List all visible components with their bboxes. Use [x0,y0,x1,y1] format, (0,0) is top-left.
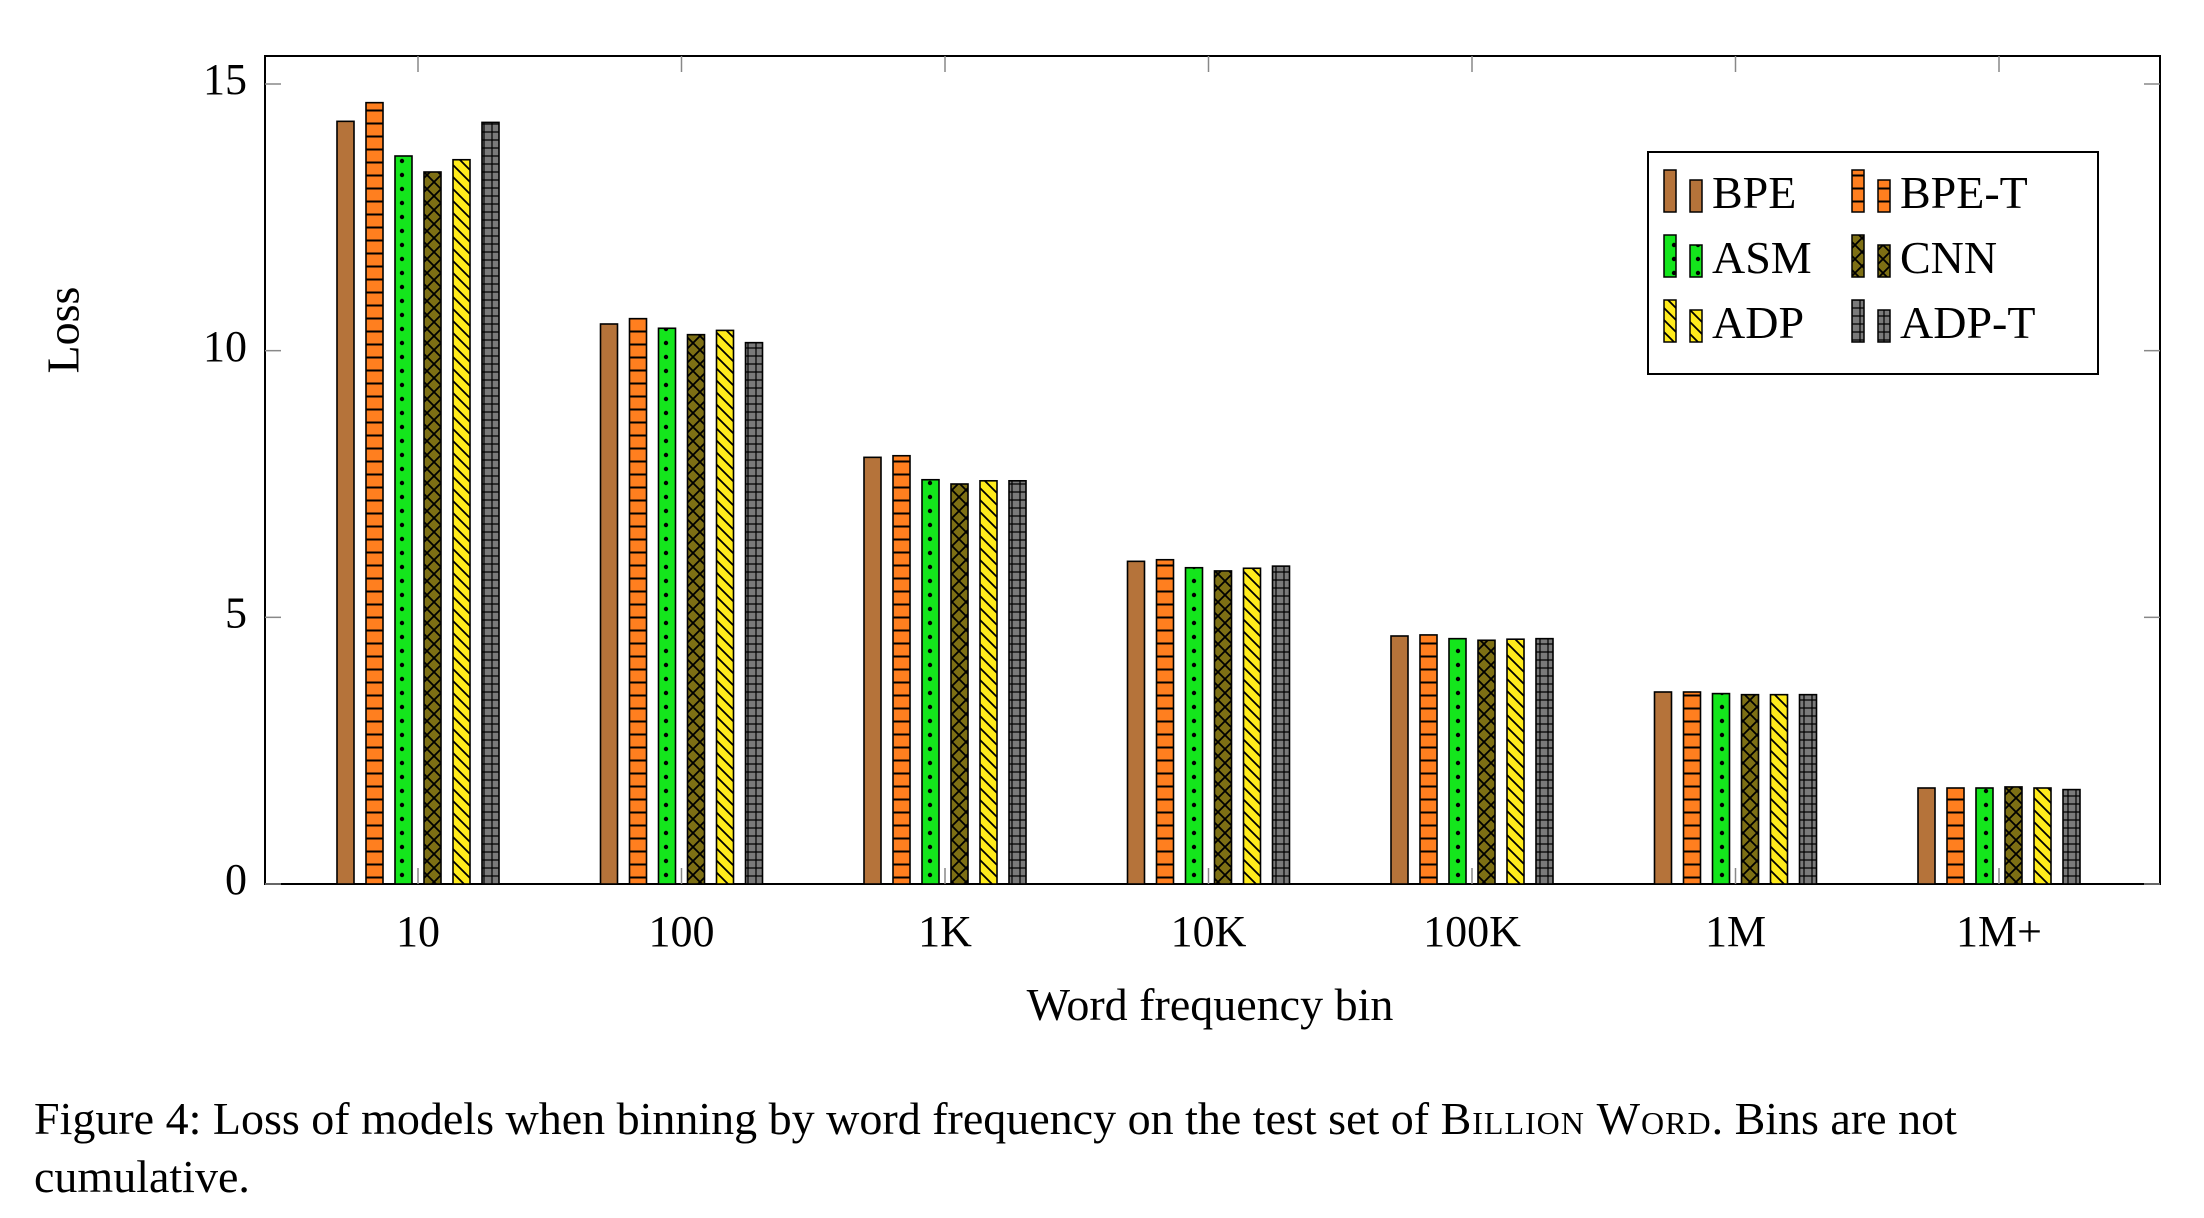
caption-prefix: Figure 4: Loss of models when binning by… [34,1093,1430,1144]
y-tick-label: 10 [203,322,247,371]
bar-bpe-10k [1126,560,1146,885]
bar-bpe-t-10 [365,101,384,885]
bar-adp-t-1m [1798,693,1818,885]
bar-bpe-t-1m [1682,691,1702,885]
bar-cnn-1m [1740,693,1760,885]
bar-adp-10 [452,158,471,885]
bar-adp-t-10k [1271,565,1291,885]
legend-swatch [1851,234,1865,278]
bar-cnn-10k [1213,570,1233,885]
bar-bpe-1m [1653,691,1673,885]
bar-cnn-100 [686,333,706,885]
bar-asm-10 [394,155,413,885]
legend-swatch [1689,244,1703,278]
bar-asm-1mplus [1975,787,1994,885]
x-tick-label: 100 [649,907,715,956]
legend-label: ADP-T [1900,297,2035,348]
plot-frame [264,55,2161,885]
legend: BPE BPE-T ASM CNN ADP ADP-T [1647,151,2099,375]
bar-bpe-t-100k [1419,634,1438,885]
legend-item-cnn: CNN [1851,232,1997,283]
legend-swatch [1689,309,1703,343]
legend-label: BPE [1712,167,1796,218]
bar-adp-100k [1506,638,1525,885]
plot-area: 0 5 10 15 10 100 1K 10K 100K 1M 1M+ [203,55,2161,956]
legend-swatch [1851,299,1865,343]
legend-item-bpe-t: BPE-T [1851,167,2028,218]
bar-adp-t-1mplus [2062,788,2081,885]
legend-swatch [1877,309,1891,343]
legend-label: ADP [1712,297,1804,348]
bar-asm-100k [1448,637,1467,885]
legend-label: BPE-T [1900,167,2028,218]
x-tick-label: 10K [1171,907,1247,956]
x-tick-label: 100K [1423,907,1521,956]
bar-adp-t-10 [481,121,500,885]
bar-asm-1k [921,478,940,885]
bar-adp-10k [1242,567,1262,885]
y-tick-label: 15 [203,55,247,104]
y-axis-label: Loss [38,287,89,374]
legend-swatch [1877,179,1891,213]
caption-suffix: . Bins are not cumulative. [34,1093,1957,1202]
legend-label: CNN [1900,232,1997,283]
figure-caption: Figure 4: Loss of models when binning by… [34,1090,2184,1206]
bar-cnn-10 [423,171,442,885]
chart: Loss Word frequency bin 0 5 10 15 10 100 1K 10K… [38,55,2161,1030]
legend-swatch [1877,244,1891,278]
bar-cnn-1k [950,483,969,885]
x-tick-label: 1K [918,907,972,956]
bar-asm-1m [1711,692,1731,885]
x-tick-label: 10 [396,907,440,956]
bar-adp-1m [1769,693,1789,885]
bar-bpe-t-1k [892,454,911,885]
legend-swatch [1663,169,1677,213]
bar-cnn-1mplus [2004,786,2023,885]
bar-bpe-10 [336,120,355,885]
bar-bpe-t-1mplus [1946,787,1965,885]
y-tick-label: 0 [225,855,247,904]
legend-swatch [1663,299,1677,343]
legend-swatch [1663,234,1677,278]
legend-item-adp: ADP [1663,297,1804,348]
bar-adp-1mplus [2033,787,2052,885]
bar-bpe-1mplus [1917,787,1936,885]
bar-adp-t-100 [744,341,764,885]
caption-dataset: Billion Word [1440,1093,1712,1144]
bar-bpe-100 [599,323,619,885]
bar-asm-100 [657,327,677,885]
bar-bpe-t-100 [628,317,648,885]
bar-adp-1k [979,479,998,885]
bar-adp-t-100k [1535,637,1554,885]
x-axis-label: Word frequency bin [1027,979,1394,1030]
legend-item-adp-t: ADP-T [1851,297,2035,348]
legend-item-asm: ASM [1663,232,1812,283]
legend-item-bpe: BPE [1663,167,1796,218]
bar-bpe-t-10k [1155,558,1175,885]
bar-adp-t-1k [1008,479,1027,885]
bar-bpe-1k [863,456,882,885]
y-tick-label: 5 [225,588,247,637]
x-tick-label: 1M+ [1956,907,2042,956]
legend-box [1647,151,2099,375]
bar-bpe-100k [1390,635,1409,885]
bar-cnn-100k [1477,639,1496,885]
bar-adp-100 [715,329,735,885]
x-tick-label: 1M [1705,907,1766,956]
legend-swatch [1851,169,1865,213]
legend-swatch [1689,179,1703,213]
bar-asm-10k [1184,566,1204,885]
legend-label: ASM [1712,232,1812,283]
